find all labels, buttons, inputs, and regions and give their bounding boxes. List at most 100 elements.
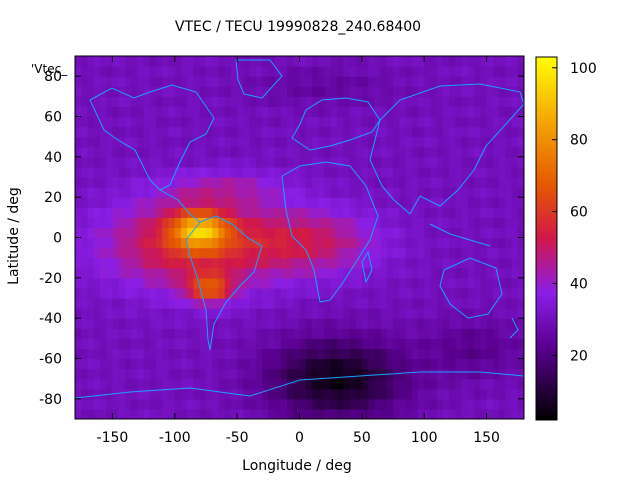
heatmap-cell bbox=[324, 76, 332, 87]
heatmap-cell bbox=[262, 136, 269, 148]
heatmap-cell bbox=[461, 298, 469, 309]
heatmap-cell bbox=[361, 116, 369, 128]
heatmap-cell bbox=[449, 398, 457, 410]
heatmap-cell bbox=[399, 398, 407, 410]
heatmap-cell bbox=[199, 328, 207, 339]
heatmap-cell bbox=[461, 368, 469, 380]
heatmap-cell bbox=[243, 96, 251, 108]
heatmap-cell bbox=[318, 197, 326, 208]
heatmap-cell bbox=[349, 66, 357, 77]
heatmap-cell bbox=[199, 408, 207, 419]
heatmap-cell bbox=[449, 348, 457, 360]
heatmap-cell bbox=[75, 247, 82, 259]
heatmap-cell bbox=[492, 388, 500, 400]
heatmap-cell bbox=[268, 398, 276, 410]
heatmap-cell bbox=[318, 338, 326, 350]
heatmap-cell bbox=[499, 56, 506, 67]
heatmap-cell bbox=[430, 348, 438, 360]
heatmap-cell bbox=[93, 177, 101, 188]
heatmap-cell bbox=[386, 408, 394, 419]
heatmap-cell bbox=[112, 156, 120, 168]
heatmap-cell bbox=[187, 247, 195, 259]
heatmap-cell bbox=[87, 267, 95, 279]
heatmap-cell bbox=[187, 267, 195, 279]
heatmap-cell bbox=[93, 66, 101, 77]
heatmap-cell bbox=[75, 116, 82, 128]
heatmap-cell bbox=[162, 177, 170, 188]
heatmap-cell bbox=[112, 338, 120, 350]
heatmap-cell bbox=[442, 217, 450, 229]
heatmap-cell bbox=[474, 277, 481, 289]
heatmap-cell bbox=[492, 318, 500, 329]
heatmap-cell bbox=[374, 66, 382, 77]
heatmap-cell bbox=[411, 86, 419, 97]
heatmap-cell bbox=[149, 328, 157, 339]
heatmap-cell bbox=[405, 197, 413, 208]
heatmap-cell bbox=[374, 116, 382, 128]
heatmap-cell bbox=[162, 136, 170, 148]
heatmap-cell bbox=[243, 237, 251, 249]
heatmap-cell bbox=[181, 86, 188, 97]
heatmap-cell bbox=[467, 408, 475, 419]
heatmap-cell bbox=[262, 408, 269, 419]
heatmap-cell bbox=[424, 328, 432, 339]
heatmap-cell bbox=[193, 328, 201, 339]
heatmap-cell bbox=[224, 156, 232, 168]
heatmap-cell bbox=[405, 76, 413, 87]
heatmap-cell bbox=[218, 298, 226, 309]
heatmap-cell bbox=[274, 116, 282, 128]
heatmap-cell bbox=[517, 166, 524, 178]
heatmap-cell bbox=[274, 257, 282, 269]
heatmap-cell bbox=[511, 308, 519, 319]
heatmap-cell bbox=[199, 277, 207, 289]
heatmap-cell bbox=[249, 146, 257, 158]
heatmap-cell bbox=[355, 318, 363, 329]
heatmap-cell bbox=[417, 207, 425, 218]
heatmap-cell bbox=[149, 116, 157, 128]
heatmap-cell bbox=[249, 197, 257, 208]
heatmap-cell bbox=[262, 227, 269, 239]
heatmap-cell bbox=[274, 187, 282, 198]
heatmap-cell bbox=[417, 66, 425, 77]
heatmap-cell bbox=[311, 66, 319, 77]
heatmap-cell bbox=[280, 408, 288, 419]
heatmap-cell bbox=[199, 66, 207, 77]
heatmap-cell bbox=[424, 277, 432, 289]
heatmap-cell bbox=[193, 187, 201, 198]
heatmap-cell bbox=[255, 136, 263, 148]
heatmap-cell bbox=[311, 177, 319, 188]
heatmap-cell bbox=[311, 277, 319, 289]
heatmap-cell bbox=[149, 257, 157, 269]
heatmap-cell bbox=[399, 177, 407, 188]
heatmap-cell bbox=[212, 207, 220, 218]
y-tick-label: -60 bbox=[39, 352, 62, 368]
heatmap-cell bbox=[355, 237, 363, 249]
heatmap-cell bbox=[411, 106, 419, 118]
heatmap-cell bbox=[87, 156, 95, 168]
heatmap-cells bbox=[75, 56, 524, 419]
heatmap-cell bbox=[187, 197, 195, 208]
heatmap-cell bbox=[181, 66, 188, 77]
heatmap-cell bbox=[355, 338, 363, 350]
heatmap-cell bbox=[517, 298, 524, 309]
heatmap-cell bbox=[442, 277, 450, 289]
heatmap-cell bbox=[492, 398, 500, 410]
heatmap-cell bbox=[212, 227, 220, 239]
heatmap-cell bbox=[224, 66, 232, 77]
heatmap-cell bbox=[349, 287, 357, 299]
x-tick-label: 100 bbox=[411, 430, 438, 446]
heatmap-cell bbox=[330, 136, 338, 148]
heatmap-cell bbox=[343, 298, 350, 309]
heatmap-cell bbox=[174, 257, 182, 269]
heatmap-cell bbox=[499, 197, 506, 208]
heatmap-cell bbox=[349, 388, 357, 400]
heatmap-cell bbox=[75, 96, 82, 108]
heatmap-cell bbox=[299, 368, 307, 380]
heatmap-cell bbox=[262, 247, 269, 259]
heatmap-cell bbox=[137, 86, 145, 97]
heatmap-cell bbox=[156, 177, 163, 188]
heatmap-cell bbox=[318, 298, 326, 309]
heatmap-cell bbox=[181, 408, 188, 419]
heatmap-cell bbox=[81, 378, 89, 390]
heatmap-cell bbox=[442, 136, 450, 148]
